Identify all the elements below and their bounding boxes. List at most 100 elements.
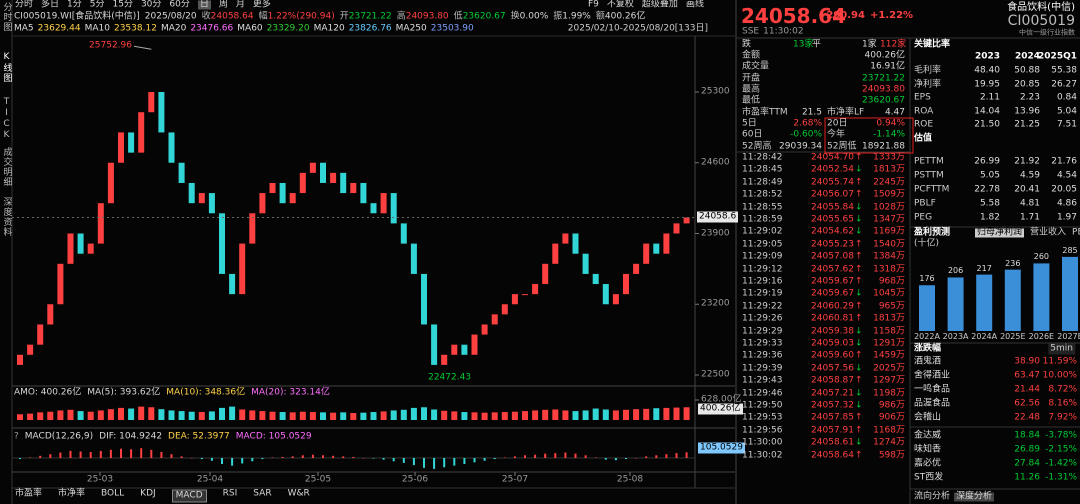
ratio-value: 5.58: [979, 198, 1000, 209]
period-tab[interactable]: 1分: [67, 0, 82, 10]
quote-label: 最低: [742, 95, 761, 106]
macd-bar: [614, 458, 617, 461]
volume-bar: [400, 409, 407, 420]
quote-value: 23721.22: [862, 73, 905, 84]
volume-bar: [128, 408, 135, 420]
indicator-tab[interactable]: BOLL: [101, 488, 125, 499]
period-tab[interactable]: 多日: [41, 0, 60, 10]
period-tab[interactable]: 5分: [89, 0, 105, 10]
volume-bar: [572, 411, 579, 420]
volume-bar: [67, 409, 74, 420]
indicator-tab[interactable]: W&R: [287, 488, 310, 499]
volume-bar: [138, 406, 145, 420]
macd-bar: [423, 458, 425, 468]
macd-legend: ? MACD(12,26,9) DIF: 104.9242 DEA: 52.3977 M…: [14, 431, 312, 442]
ma-name: MA20: [160, 23, 187, 34]
forecast-tab[interactable]: 营业收入: [1030, 227, 1067, 238]
stock-name: 舍得酒业: [914, 370, 951, 381]
candle-body: [128, 132, 135, 153]
macd-bar: [372, 458, 375, 459]
period-tab[interactable]: 60分: [169, 0, 190, 10]
period-tab[interactable]: 月: [235, 0, 245, 10]
ratio-value: 5.05: [979, 170, 1000, 181]
macd-bar: [645, 456, 648, 458]
tick-price: 24059.67: [811, 276, 854, 287]
toolbar-button[interactable]: F9: [588, 0, 599, 10]
toolbar-button[interactable]: 超级叠加: [641, 0, 678, 10]
period-tab[interactable]: 日: [197, 0, 211, 10]
tick-time: 11:29:33: [742, 338, 783, 349]
x-tick-label: 25-04: [196, 474, 224, 485]
tick-volume: 1318万: [873, 264, 905, 275]
ratio-value: 2.23: [1019, 92, 1040, 103]
field-label: 收: [201, 11, 211, 22]
candle-body: [421, 273, 427, 325]
volume-bar: [158, 409, 165, 420]
period-tab[interactable]: 15分: [112, 0, 133, 10]
candle-body: [208, 193, 215, 214]
forecast-tab[interactable]: 归母净利润: [975, 227, 1025, 238]
tick-direction: ↓: [855, 214, 863, 225]
volume-bar: [390, 410, 397, 420]
tick-time: 11:29:46: [742, 388, 783, 399]
tick-price: 24058.87: [811, 375, 854, 386]
side-tab[interactable]: K线图: [1, 52, 12, 83]
indicator-tab[interactable]: SAR: [253, 488, 272, 499]
tick-direction: ↓: [855, 363, 863, 374]
candle-body: [239, 243, 246, 295]
bottom-tab[interactable]: 深度分析: [954, 491, 995, 502]
tick-price: 24052.54: [811, 164, 854, 175]
tick-price: 24059.03: [811, 338, 854, 349]
period-tab[interactable]: 30分: [140, 0, 162, 10]
tick-price: 24060.81: [811, 313, 854, 324]
period-tab[interactable]: 周: [218, 0, 228, 10]
candle-body: [380, 193, 387, 214]
info-field: 幅1.22%(290.94): [259, 12, 335, 22]
macd-bar: [493, 458, 496, 460]
tick-price: 24057.21: [811, 388, 854, 399]
legend-item: DIF: 104.9242: [99, 431, 163, 442]
x-tick-label: 25-07: [501, 474, 529, 485]
candle-body: [178, 162, 185, 183]
macd-bar: [665, 454, 668, 458]
bottom-tab[interactable]: 流向分析: [914, 491, 951, 502]
period-select[interactable]: 5min: [1048, 343, 1075, 355]
volume-bar: [431, 409, 438, 420]
macd-bar: [382, 458, 385, 460]
candle-body: [320, 162, 326, 183]
forecast-tab[interactable]: PE: [1072, 227, 1080, 238]
candle-body: [219, 213, 225, 274]
side-tab[interactable]: 深度资料: [1, 197, 12, 237]
macd-bar: [170, 454, 173, 458]
macd-bar: [433, 458, 436, 469]
side-tab[interactable]: TICK: [1, 97, 12, 141]
candle-body: [643, 243, 650, 264]
stock-name: 金达威: [914, 430, 942, 441]
toolbar-button[interactable]: 不复权: [606, 0, 634, 10]
side-tab[interactable]: 分时图: [1, 2, 12, 32]
exchange-time: SSE 11:30:02: [742, 26, 804, 37]
indicator-tab[interactable]: KDJ: [140, 488, 156, 499]
macd-bar: [221, 458, 223, 464]
macd-bar: [200, 458, 203, 460]
side-tab[interactable]: 成交明细: [1, 147, 12, 187]
tick-volume: 1459万: [873, 350, 905, 361]
quote-time: 11:30:02: [763, 26, 804, 37]
indicator-tab[interactable]: 市盈率: [15, 488, 43, 499]
indicator-tab[interactable]: RSI: [222, 488, 238, 499]
toolbar-button[interactable]: 画线: [685, 0, 704, 10]
legend-item: MA(5): 393.62亿: [87, 387, 161, 398]
indicator-tab[interactable]: 市净率: [58, 488, 86, 499]
macd-bar: [574, 453, 577, 458]
candle-body: [481, 324, 488, 335]
indicator-tab[interactable]: MACD: [171, 489, 207, 503]
ratio-label: PCFTTM: [914, 184, 950, 195]
period-tab[interactable]: 分时: [15, 0, 34, 10]
candle-body: [360, 182, 367, 204]
candle-body: [269, 182, 276, 194]
period-tab[interactable]: 更多: [252, 0, 271, 10]
ratio-value: 20.05: [1051, 184, 1077, 195]
volume-bar: [178, 411, 185, 420]
quote-value: 18921.88: [862, 141, 905, 152]
